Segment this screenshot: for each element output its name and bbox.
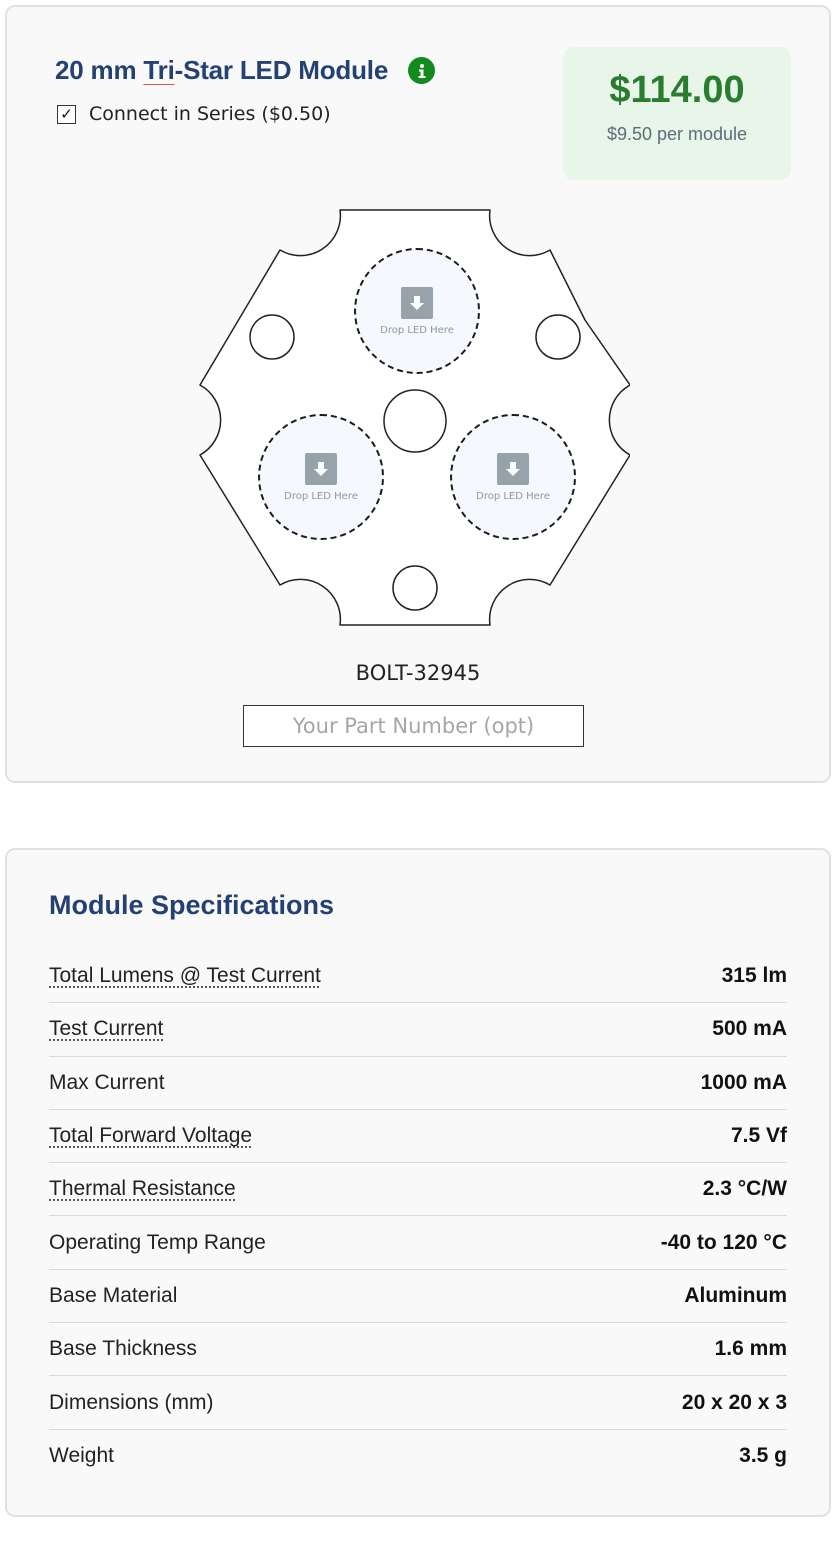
title-spell-underlined: Tri — [143, 55, 175, 85]
module-title-row: 20 mm Tri-Star LED Module — [55, 55, 436, 86]
download-arrow-icon — [497, 452, 529, 485]
led-drop-zone-top[interactable]: Drop LED Here — [354, 248, 480, 374]
mount-hole-left — [249, 314, 295, 360]
connect-in-series-label: Connect in Series ($0.50) — [89, 103, 331, 125]
spec-row: Base Thickness 1.6 mm — [49, 1323, 787, 1377]
spec-label: Weight — [49, 1444, 114, 1468]
part-id: BOLT-32945 — [355, 661, 481, 685]
spec-list: Total Lumens @ Test Current 315 lm Test Cu… — [49, 950, 787, 1483]
total-price: $114.00 — [609, 69, 745, 111]
spec-label[interactable]: Total Lumens @ Test Current — [49, 964, 321, 988]
spec-value: 2.3 °C/W — [702, 1177, 787, 1201]
led-drop-zone-left[interactable]: Drop LED Here — [258, 414, 384, 540]
spec-label[interactable]: Test Current — [49, 1017, 164, 1041]
specs-title: Module Specifications — [49, 890, 335, 920]
spec-label: Max Current — [49, 1070, 165, 1094]
mount-hole-right — [535, 314, 581, 360]
connect-in-series-checkbox[interactable]: ✓ — [57, 104, 76, 124]
spec-value: 1000 mA — [700, 1070, 787, 1094]
spec-row: Total Forward Voltage 7.5 Vf — [49, 1110, 787, 1164]
spec-row: Weight 3.5 g — [49, 1430, 787, 1483]
drop-zone-label: Drop LED Here — [380, 324, 454, 336]
spec-label: Dimensions (mm) — [49, 1390, 214, 1414]
download-arrow-icon — [401, 286, 433, 319]
spec-value: 500 mA — [712, 1017, 787, 1041]
spec-label: Base Thickness — [49, 1337, 197, 1361]
spec-value: 1.6 mm — [714, 1337, 787, 1361]
download-arrow-icon — [305, 452, 337, 485]
spec-row: Base Material Aluminum — [49, 1270, 787, 1324]
spec-label: Operating Temp Range — [49, 1230, 266, 1254]
spec-label[interactable]: Thermal Resistance — [49, 1177, 236, 1201]
price-box: $114.00 $9.50 per module — [563, 47, 791, 180]
drop-zone-label: Drop LED Here — [476, 490, 550, 502]
spec-value: 7.5 Vf — [730, 1124, 787, 1148]
spec-row: Dimensions (mm) 20 x 20 x 3 — [49, 1376, 787, 1430]
spec-row: Total Lumens @ Test Current 315 lm — [49, 950, 787, 1004]
per-module-price: $9.50 per module — [606, 124, 748, 144]
part-number-input[interactable] — [243, 705, 584, 747]
spec-value: 3.5 g — [739, 1444, 787, 1468]
spec-value: 20 x 20 x 3 — [681, 1390, 787, 1414]
spec-row: Max Current 1000 mA — [49, 1057, 787, 1110]
module-title: 20 mm Tri-Star LED Module — [55, 55, 389, 85]
connect-in-series-option[interactable]: ✓ Connect in Series ($0.50) — [57, 103, 331, 125]
drop-zone-label: Drop LED Here — [284, 490, 358, 502]
spec-row: Thermal Resistance 2.3 °C/W — [49, 1163, 787, 1217]
mount-hole-bottom — [392, 565, 438, 611]
spec-label[interactable]: Total Forward Voltage — [49, 1124, 253, 1148]
spec-row: Test Current 500 mA — [49, 1003, 787, 1057]
spec-label: Base Material — [49, 1283, 178, 1307]
module-specifications-card: Module Specifications Total Lumens @ Tes… — [5, 848, 831, 1517]
module-builder-card: 20 mm Tri-Star LED Module ✓ Connect in S… — [5, 5, 831, 783]
info-icon[interactable] — [408, 57, 436, 84]
spec-row: Operating Temp Range -40 to 120 °C — [49, 1216, 787, 1270]
spec-value: 315 lm — [721, 964, 787, 988]
tri-star-board: Drop LED Here Drop LED Here Drop LED Her… — [190, 205, 631, 629]
spec-value: Aluminum — [684, 1283, 787, 1307]
center-hole — [383, 389, 447, 453]
spec-value: -40 to 120 °C — [660, 1230, 787, 1254]
led-drop-zone-right[interactable]: Drop LED Here — [450, 414, 576, 540]
